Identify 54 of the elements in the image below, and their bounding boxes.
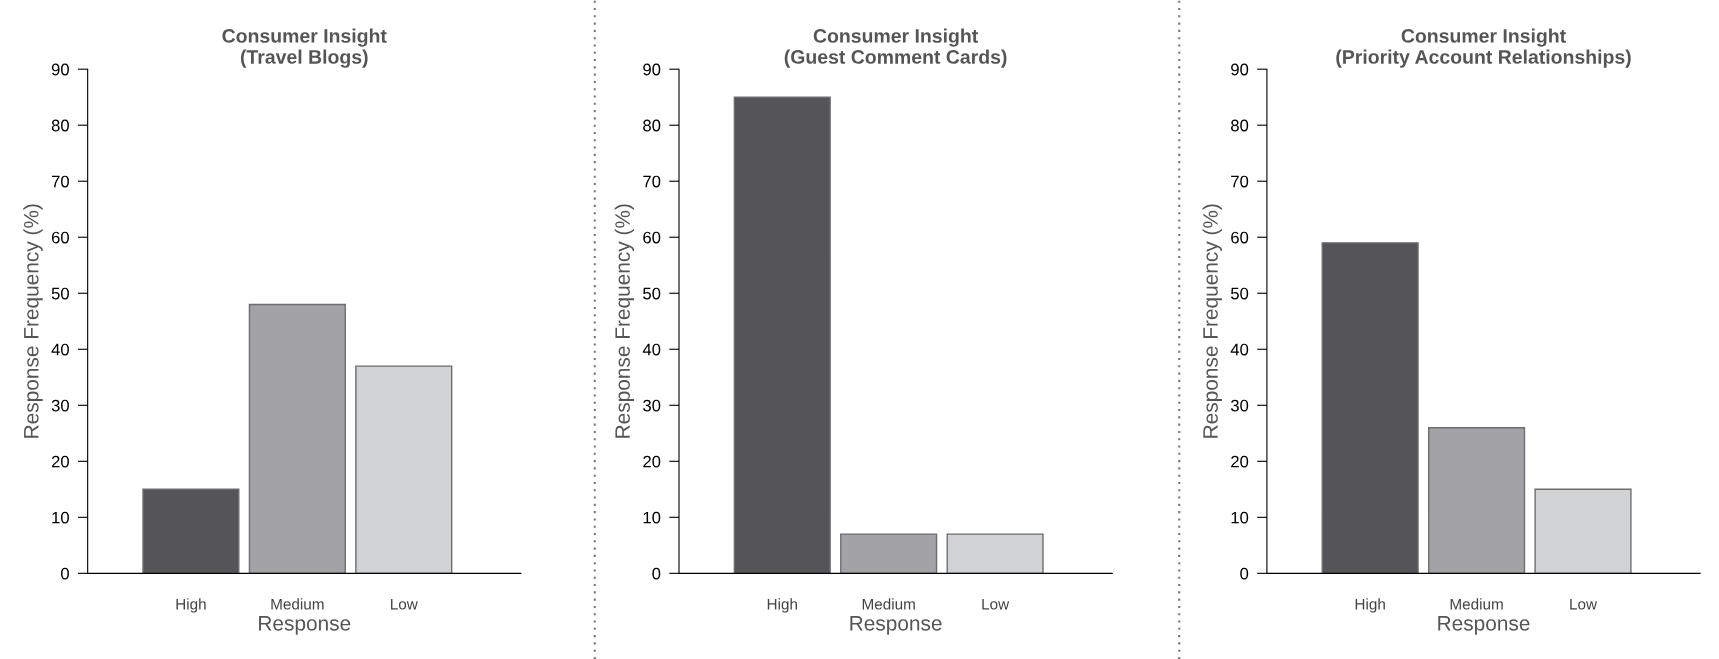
- y-axis-title: Response Frequency (%): [23, 204, 43, 438]
- y-tick-label: 0: [1240, 567, 1249, 580]
- x-tick-label: High: [1355, 598, 1385, 613]
- y-tick-label: 50: [643, 287, 661, 300]
- y-axis-title: Response Frequency (%): [614, 204, 635, 438]
- x-tick-label: High: [176, 598, 206, 613]
- y-tick-label: 90: [1231, 63, 1249, 76]
- y-tick-label: 60: [643, 231, 661, 244]
- y-tick-label: 30: [643, 399, 661, 412]
- y-tick-label: 20: [51, 455, 69, 468]
- x-tick-label: High: [767, 598, 797, 613]
- y-tick-label: 90: [643, 63, 661, 76]
- bar: [1427, 426, 1526, 574]
- y-tick-label: 20: [1231, 455, 1249, 468]
- y-tick-label: 60: [51, 231, 69, 244]
- bar: [355, 365, 453, 574]
- x-tick-label: Medium: [1450, 598, 1503, 610]
- y-axis-title: Response Frequency (%): [1202, 204, 1222, 438]
- y-tick-label: 90: [51, 63, 69, 76]
- bar: [1321, 242, 1419, 574]
- y-tick-label: 30: [1230, 399, 1249, 412]
- y-tick-label: 40: [1230, 343, 1249, 356]
- bar: [142, 488, 240, 574]
- x-axis-title: Response: [850, 616, 942, 635]
- y-tick-label: 40: [642, 343, 661, 356]
- x-axis-title: Response: [1438, 616, 1530, 635]
- y-tick-label: 0: [61, 567, 69, 580]
- y-tick-label: 0: [652, 567, 661, 580]
- x-tick-label: Low: [982, 598, 1010, 610]
- x-tick-label: Medium: [862, 598, 915, 610]
- x-tick-label: Low: [391, 598, 418, 610]
- y-tick-label: 60: [1231, 231, 1249, 244]
- y-tick-label: 80: [643, 119, 661, 132]
- chart-title: Consumer Insight (Priority Account Relationships): [1336, 28, 1631, 68]
- y-tick-label: 50: [1230, 287, 1249, 300]
- x-axis-title: Response: [259, 616, 351, 635]
- y-tick-label: 80: [1231, 119, 1249, 132]
- y-tick-label: 10: [52, 511, 69, 524]
- y-tick-label: 70: [1231, 175, 1249, 188]
- y-tick-label: 20: [643, 455, 661, 468]
- bar: [1534, 488, 1632, 574]
- y-tick-label: 30: [51, 399, 69, 412]
- y-tick-label: 10: [643, 511, 661, 524]
- y-tick-label: 70: [643, 175, 661, 188]
- y-tick-label: 40: [51, 343, 69, 356]
- x-tick-label: Low: [1570, 598, 1598, 610]
- bar: [248, 303, 346, 574]
- chart-title: Consumer Insight (Guest Comment Cards): [784, 28, 1007, 68]
- x-tick-label: Medium: [271, 598, 324, 610]
- y-tick-label: 80: [51, 119, 69, 132]
- y-tick-label: 10: [1231, 511, 1249, 524]
- y-tick-label: 70: [51, 175, 69, 188]
- chart-title: Consumer Insight (Travel Blogs): [222, 28, 387, 68]
- y-tick-label: 50: [51, 287, 69, 300]
